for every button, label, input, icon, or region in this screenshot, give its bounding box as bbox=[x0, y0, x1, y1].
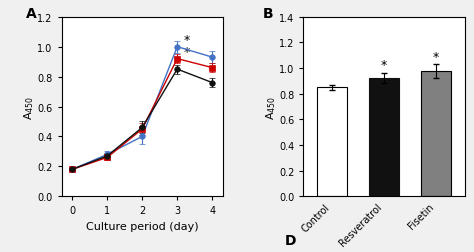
Text: D: D bbox=[284, 233, 296, 247]
Text: *: * bbox=[433, 51, 439, 64]
Text: *: * bbox=[183, 46, 190, 59]
Bar bbox=[369, 78, 399, 197]
X-axis label: Culture period (day): Culture period (day) bbox=[86, 221, 199, 231]
Text: *: * bbox=[183, 34, 190, 47]
Bar bbox=[317, 88, 347, 197]
Text: A: A bbox=[26, 7, 37, 21]
Y-axis label: A$_{450}$: A$_{450}$ bbox=[22, 95, 36, 119]
Y-axis label: A$_{450}$: A$_{450}$ bbox=[264, 95, 278, 119]
Bar bbox=[421, 72, 451, 197]
Text: B: B bbox=[263, 7, 273, 21]
Text: *: * bbox=[381, 58, 387, 71]
